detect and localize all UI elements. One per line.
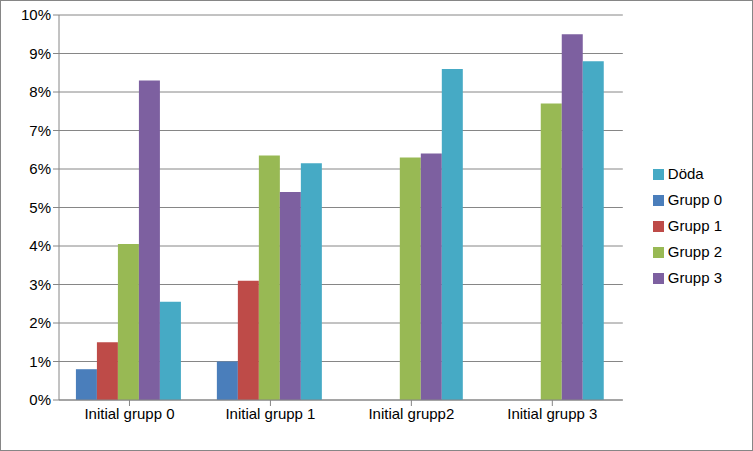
svg-text:2%: 2% (29, 314, 51, 331)
html-text:Grupp 0: Grupp 0 (667, 190, 722, 208)
svg-text:10%: 10% (21, 6, 51, 23)
svg-text:1%: 1% (29, 353, 51, 370)
svg-text:Initial grupp 3: Initial grupp 3 (507, 405, 597, 422)
html-text:Grupp 2: Grupp 2 (667, 242, 722, 260)
svg-text:Initial grupp 1: Initial grupp 1 (225, 405, 315, 422)
svg-text:5%: 5% (29, 199, 51, 216)
svg-text:Initial grupp2: Initial grupp2 (368, 405, 454, 422)
html-text:Döda: Döda (667, 164, 704, 182)
svg-text:3%: 3% (29, 276, 51, 293)
svg-text:0%: 0% (29, 391, 51, 408)
svg-text:8%: 8% (29, 83, 51, 100)
html-text:Grupp 1: Grupp 1 (667, 216, 722, 234)
svg-text:Initial grupp 0: Initial grupp 0 (84, 405, 174, 422)
html-text:Grupp 3: Grupp 3 (667, 268, 722, 286)
svg-text:9%: 9% (29, 45, 51, 62)
svg-text:4%: 4% (29, 237, 51, 254)
svg-text:7%: 7% (29, 122, 51, 139)
svg-text:6%: 6% (29, 160, 51, 177)
